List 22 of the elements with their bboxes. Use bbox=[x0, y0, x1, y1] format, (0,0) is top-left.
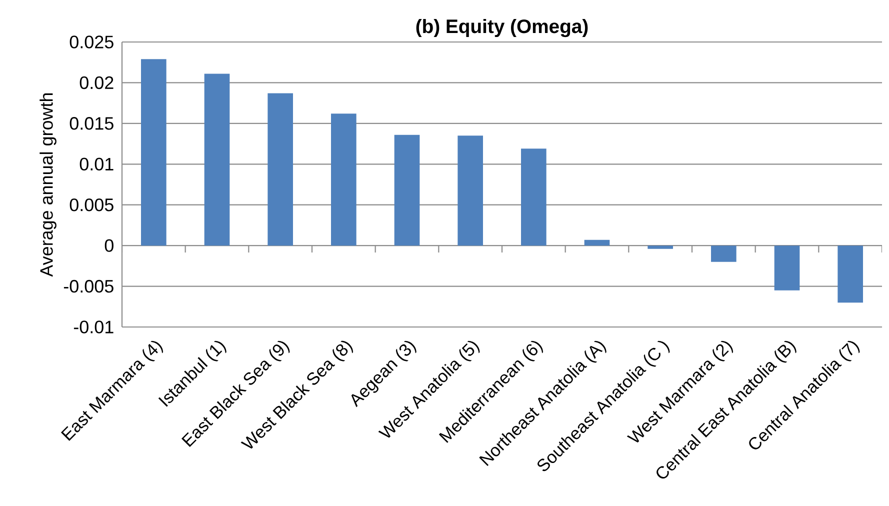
bar bbox=[711, 246, 736, 262]
bar bbox=[331, 114, 356, 246]
y-tick-label: 0.015 bbox=[70, 117, 114, 130]
bar bbox=[584, 240, 610, 246]
bar bbox=[521, 148, 546, 246]
bar bbox=[268, 93, 293, 246]
bar bbox=[204, 74, 230, 246]
y-tick-label: 0.025 bbox=[70, 36, 114, 48]
bar bbox=[838, 246, 864, 303]
bar bbox=[648, 246, 674, 249]
bar bbox=[141, 59, 166, 246]
y-tick-label: 0.02 bbox=[80, 76, 114, 90]
y-tick-label: 0.01 bbox=[80, 158, 114, 171]
bar bbox=[458, 136, 483, 246]
y-tick-label: 0 bbox=[104, 239, 114, 252]
chart-title: (b) Equity (Omega) bbox=[416, 18, 588, 38]
y-axis-title: Average annual growth bbox=[40, 93, 56, 277]
bar bbox=[394, 134, 420, 246]
bar bbox=[774, 246, 800, 290]
y-tick-label: 0.005 bbox=[70, 198, 114, 212]
y-tick-label: -0.005 bbox=[64, 280, 114, 293]
y-tick-label: -0.01 bbox=[74, 320, 114, 334]
